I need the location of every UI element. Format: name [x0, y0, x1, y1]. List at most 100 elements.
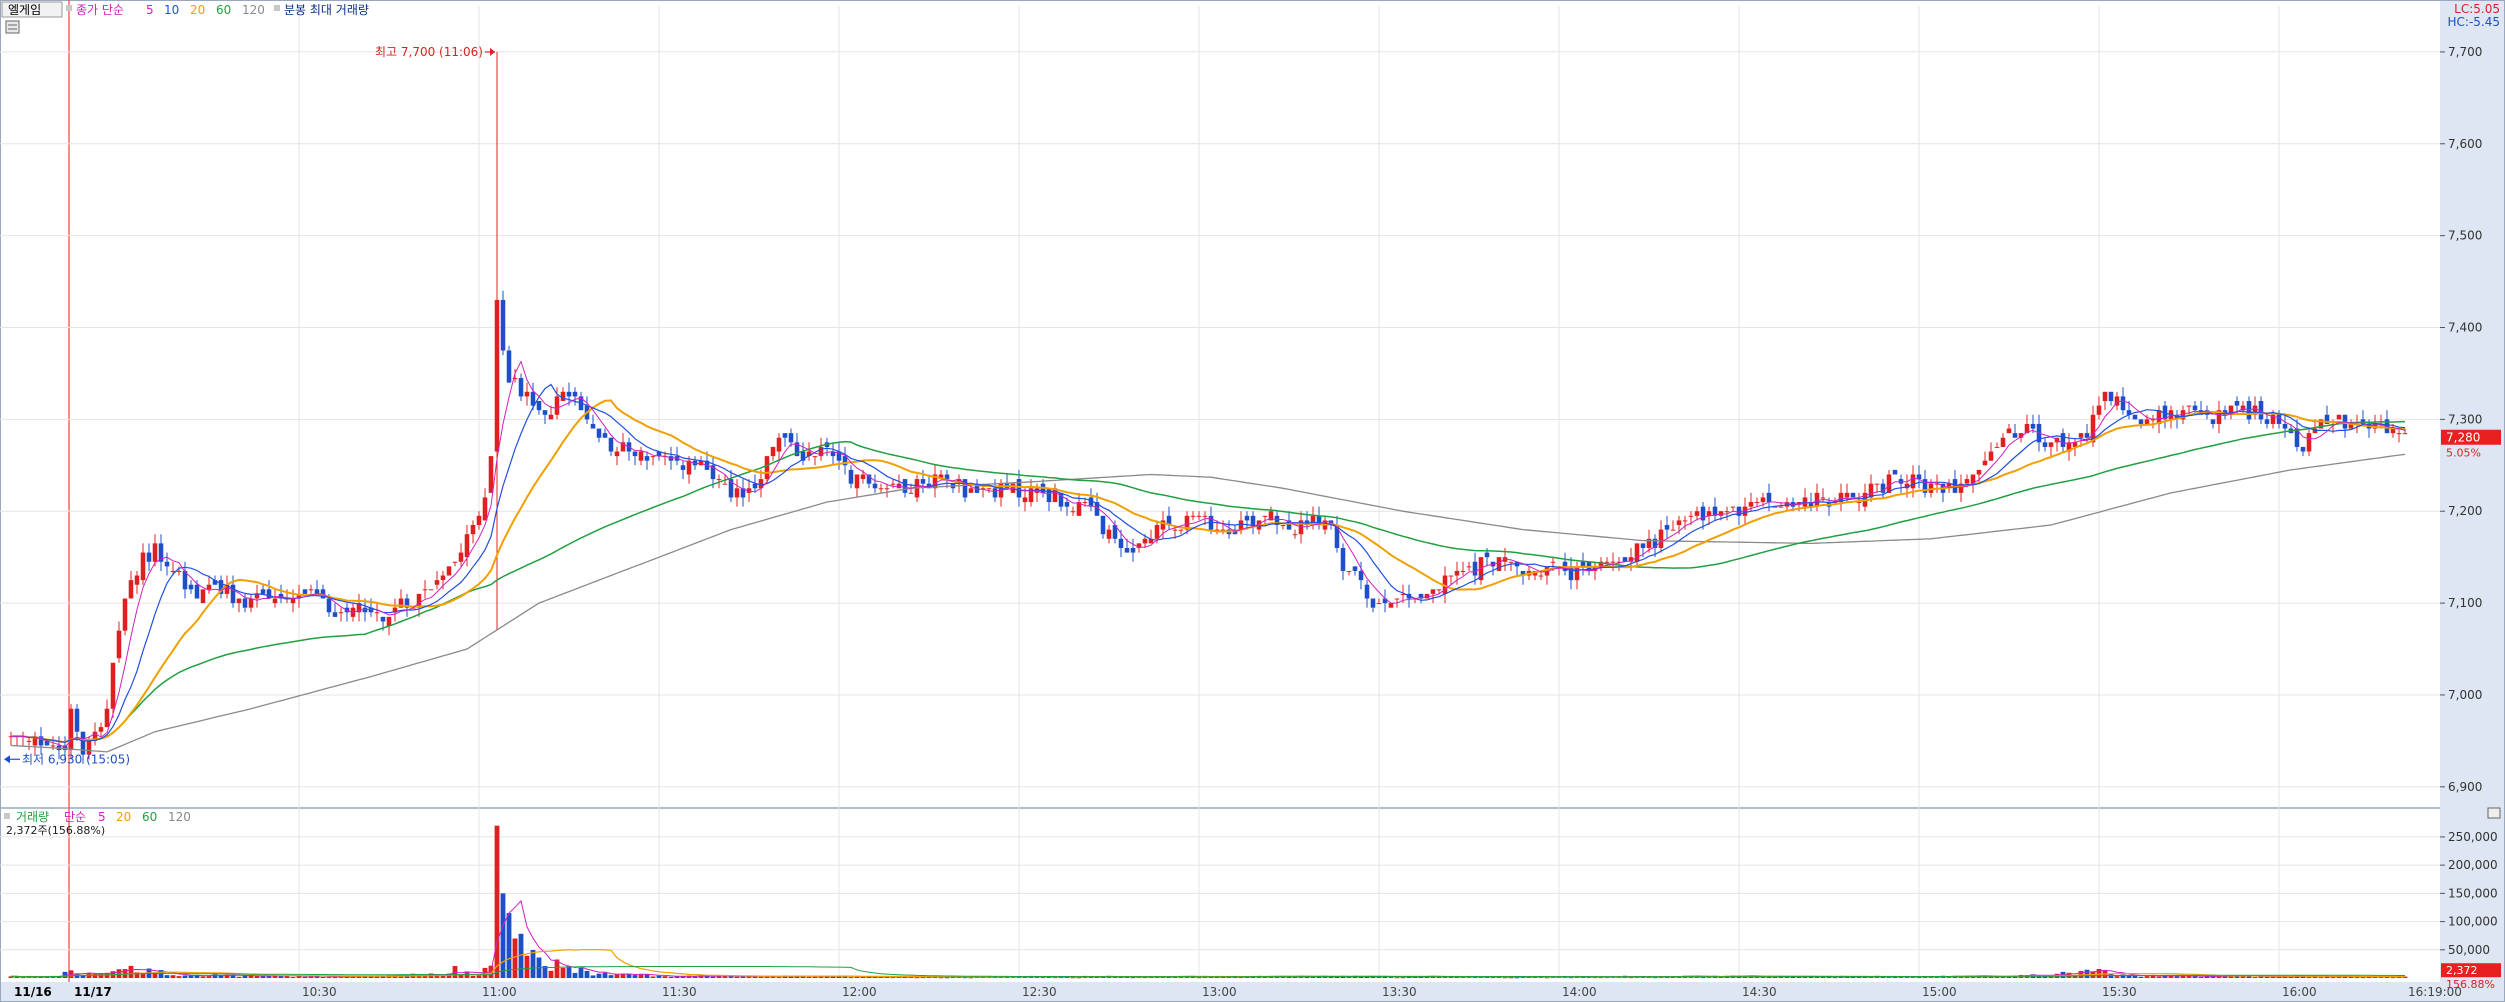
candle-body[interactable]: [458, 552, 464, 562]
volume-bar[interactable]: [1832, 977, 1838, 979]
volume-bar[interactable]: [650, 976, 656, 978]
candle-body[interactable]: [1220, 529, 1226, 531]
volume-bar[interactable]: [494, 825, 500, 978]
volume-bar[interactable]: [1802, 976, 1808, 978]
candle-body[interactable]: [392, 607, 398, 613]
volume-bar[interactable]: [950, 976, 956, 978]
candle-body[interactable]: [842, 456, 848, 466]
volume-bar[interactable]: [170, 975, 176, 978]
candle-body[interactable]: [2234, 401, 2240, 406]
candle-body[interactable]: [140, 552, 146, 581]
volume-bar[interactable]: [2000, 976, 2006, 978]
volume-bar[interactable]: [854, 976, 860, 978]
volume-legend-indicator[interactable]: 단순: [64, 810, 86, 824]
candle-body[interactable]: [1706, 511, 1712, 516]
volume-bar[interactable]: [2210, 975, 2216, 978]
candle-body[interactable]: [1100, 515, 1106, 535]
candle-body[interactable]: [1154, 525, 1160, 539]
volume-bar[interactable]: [686, 975, 692, 978]
candle-body[interactable]: [170, 570, 176, 572]
volume-bar[interactable]: [2138, 976, 2144, 978]
volume-bar[interactable]: [2318, 977, 2324, 979]
volume-bar[interactable]: [890, 977, 896, 979]
candle-body[interactable]: [164, 561, 170, 567]
volume-bar[interactable]: [548, 970, 554, 978]
volume-bar[interactable]: [458, 974, 464, 978]
candle-body[interactable]: [632, 451, 638, 457]
candle-body[interactable]: [50, 745, 56, 747]
volume-bar[interactable]: [788, 976, 794, 978]
volume-bar[interactable]: [56, 976, 62, 978]
candle-body[interactable]: [1046, 488, 1052, 503]
volume-bar[interactable]: [1892, 977, 1898, 979]
candle-body[interactable]: [212, 580, 218, 585]
volume-bar[interactable]: [1358, 976, 1364, 978]
candle-body[interactable]: [2282, 423, 2288, 429]
candle-body[interactable]: [1664, 525, 1670, 530]
volume-bar[interactable]: [8, 976, 14, 978]
candle-body[interactable]: [764, 456, 770, 480]
candle-body[interactable]: [1250, 515, 1256, 526]
volume-bar[interactable]: [1838, 976, 1844, 978]
volume-bar[interactable]: [1334, 976, 1340, 978]
volume-bar[interactable]: [740, 976, 746, 978]
volume-bar[interactable]: [1268, 976, 1274, 978]
volume-bar[interactable]: [1388, 977, 1394, 979]
candle-body[interactable]: [1874, 483, 1880, 485]
volume-bar[interactable]: [1928, 976, 1934, 978]
volume-bar[interactable]: [2360, 977, 2366, 979]
candle-body[interactable]: [866, 474, 872, 484]
candle-body[interactable]: [938, 474, 944, 480]
candle-body[interactable]: [2144, 419, 2150, 424]
volume-bar[interactable]: [260, 976, 266, 978]
candle-body[interactable]: [2276, 414, 2282, 424]
volume-bar[interactable]: [1424, 976, 1430, 978]
candle-body[interactable]: [494, 299, 500, 452]
candle-body[interactable]: [452, 561, 458, 563]
candle-body[interactable]: [224, 584, 230, 594]
volume-bar[interactable]: [14, 976, 20, 978]
volume-bar[interactable]: [1472, 976, 1478, 978]
candle-body[interactable]: [1568, 566, 1574, 581]
candle-body[interactable]: [398, 598, 404, 608]
volume-bar[interactable]: [236, 976, 242, 978]
candle-body[interactable]: [884, 488, 890, 490]
candle-body[interactable]: [500, 299, 506, 351]
candle-body[interactable]: [716, 479, 722, 481]
volume-bar[interactable]: [1880, 976, 1886, 978]
volume-bar[interactable]: [1100, 976, 1106, 978]
candle-body[interactable]: [1454, 570, 1460, 576]
volume-bar[interactable]: [1772, 976, 1778, 978]
volume-bar[interactable]: [1484, 977, 1490, 979]
candle-body[interactable]: [194, 584, 200, 599]
candle-body[interactable]: [728, 479, 734, 498]
candle-body[interactable]: [1058, 492, 1064, 507]
candle-body[interactable]: [428, 589, 434, 591]
legend-ma-120[interactable]: 120: [242, 3, 265, 17]
candle-body[interactable]: [488, 456, 494, 493]
volume-bar[interactable]: [2168, 975, 2174, 978]
volume-bar[interactable]: [806, 976, 812, 978]
volume-bar[interactable]: [2312, 976, 2318, 978]
volume-bar[interactable]: [1640, 976, 1646, 978]
volume-bar[interactable]: [2306, 976, 2312, 978]
candle-body[interactable]: [1658, 529, 1664, 548]
candle-body[interactable]: [2396, 433, 2402, 435]
volume-bar[interactable]: [860, 976, 866, 978]
volume-bar[interactable]: [2216, 976, 2222, 978]
candle-body[interactable]: [272, 598, 278, 604]
volume-bar[interactable]: [32, 976, 38, 978]
volume-bar[interactable]: [842, 975, 848, 978]
candle-body[interactable]: [1388, 603, 1394, 608]
volume-bar[interactable]: [140, 972, 146, 978]
candle-body[interactable]: [1610, 561, 1616, 563]
volume-bar[interactable]: [2240, 975, 2246, 978]
volume-bar[interactable]: [1436, 976, 1442, 978]
volume-bar[interactable]: [1808, 976, 1814, 978]
candle-body[interactable]: [446, 566, 452, 576]
candle-body[interactable]: [710, 465, 716, 480]
candle-body[interactable]: [1214, 529, 1220, 531]
candle-body[interactable]: [1814, 492, 1820, 507]
volume-bar[interactable]: [62, 971, 68, 978]
